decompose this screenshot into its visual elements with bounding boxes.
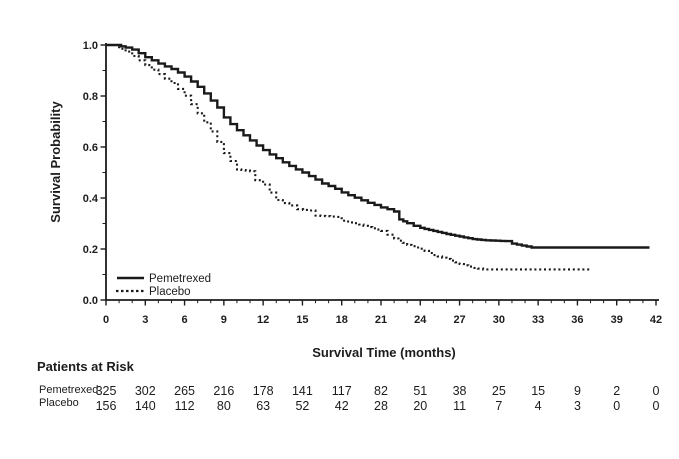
risk-count: 216 [213, 384, 234, 398]
risk-count: 25 [492, 384, 506, 398]
risk-count: 178 [253, 384, 274, 398]
x-tick-label: 0 [103, 314, 109, 326]
y-axis-title: Survival Probability [48, 101, 63, 223]
x-tick-label: 9 [221, 314, 227, 326]
risk-count: 141 [292, 384, 313, 398]
y-tick-label: 0.8 [83, 91, 98, 103]
risk-count: 15 [531, 384, 545, 398]
axis-ticks: 0 3 6 9 12 15 18 21 24 27 30 33 36 39 420.00.20.40.60.… [83, 40, 662, 326]
x-tick-label: 24 [414, 314, 427, 326]
legend: Pemetrexed Placebo [116, 273, 211, 298]
risk-count: 0 [653, 399, 660, 413]
risk-count: 2 [613, 384, 620, 398]
risk-count: 140 [135, 399, 156, 413]
x-tick-label: 27 [453, 314, 465, 326]
x-tick-label: 42 [650, 314, 662, 326]
x-tick-label: 36 [571, 314, 583, 326]
risk-count: 0 [653, 384, 660, 398]
x-tick-label: 21 [375, 314, 387, 326]
risk-count: 302 [135, 384, 156, 398]
risk-count: 0 [613, 399, 620, 413]
x-tick-label: 33 [532, 314, 544, 326]
risk-count: 28 [374, 399, 388, 413]
risk-count: 52 [295, 399, 309, 413]
risk-count: 3 [574, 399, 581, 413]
risk-count: 42 [335, 399, 349, 413]
legend-label-placebo: Placebo [149, 286, 191, 298]
risk-count: 20 [413, 399, 427, 413]
x-axis-title: Survival Time (months) [312, 345, 456, 360]
patients-at-risk-heading: Patients at Risk [37, 359, 135, 374]
risk-row-label-placebo: Placebo [39, 397, 79, 409]
x-tick-label: 15 [296, 314, 308, 326]
risk-count: 63 [256, 399, 270, 413]
risk-count: 51 [413, 384, 427, 398]
x-tick-label: 30 [493, 314, 505, 326]
y-tick-label: 0.6 [83, 142, 98, 154]
risk-count: 112 [175, 399, 195, 413]
x-tick-label: 12 [257, 314, 269, 326]
x-tick-label: 39 [611, 314, 623, 326]
risk-count: 80 [217, 399, 231, 413]
risk-count: 4 [535, 399, 542, 413]
risk-count: 38 [453, 384, 467, 398]
legend-label-pemetrexed: Pemetrexed [149, 273, 211, 285]
risk-count: 9 [574, 384, 581, 398]
y-tick-label: 0.0 [83, 295, 98, 307]
risk-count: 156 [96, 399, 117, 413]
risk-count: 265 [174, 384, 195, 398]
risk-count: 11 [453, 399, 466, 413]
curve-placebo [106, 43, 591, 271]
risk-count: 7 [495, 399, 502, 413]
y-tick-label: 1.0 [83, 40, 98, 52]
risk-row-label-pemetrexed: Pemetrexed [39, 384, 98, 396]
x-tick-label: 3 [142, 314, 148, 326]
risk-count: 82 [374, 384, 388, 398]
x-tick-label: 18 [336, 314, 348, 326]
survival-curves [106, 43, 650, 271]
risk-count: 325 [96, 384, 117, 398]
risk-count: 117 [332, 384, 352, 398]
x-tick-label: 6 [182, 314, 188, 326]
curve-pemetrexed [106, 43, 650, 249]
y-tick-label: 0.2 [83, 244, 98, 256]
y-tick-label: 0.4 [83, 193, 99, 205]
